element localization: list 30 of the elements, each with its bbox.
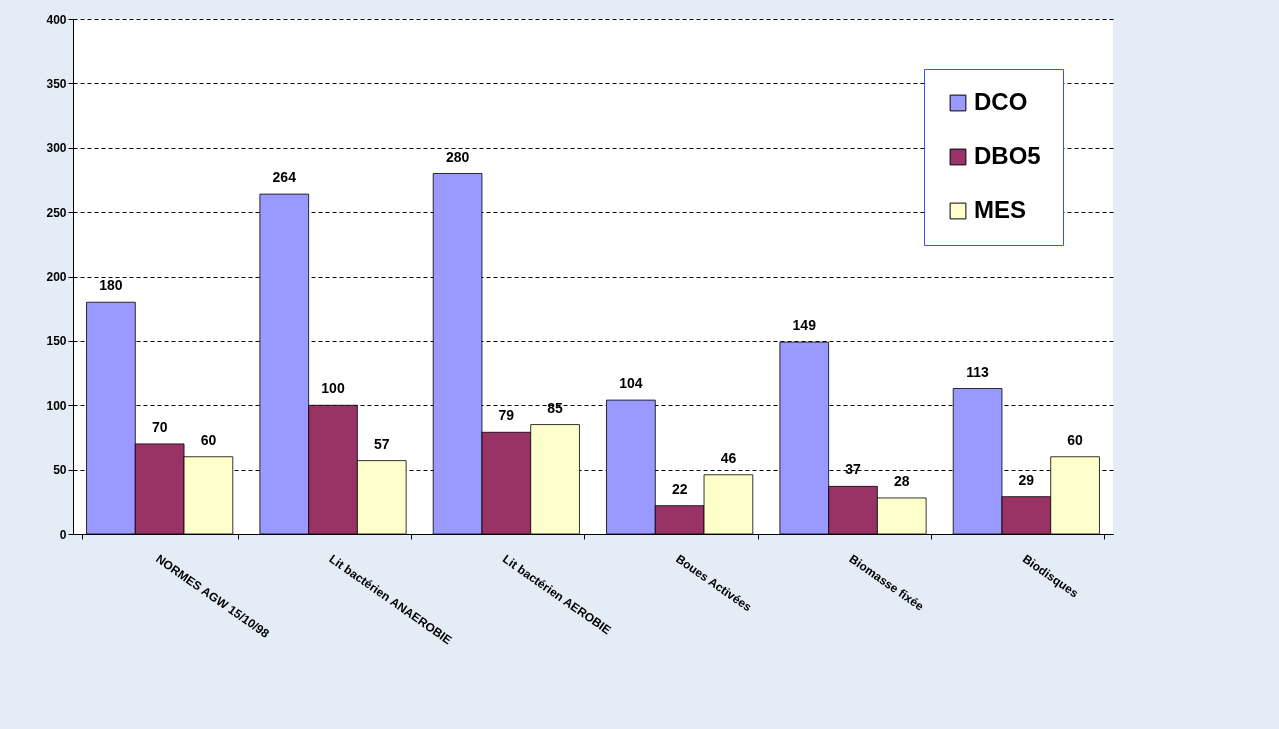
data-label: 37 [845, 461, 861, 478]
y-tick-label: 250 [46, 205, 67, 220]
data-label: 28 [893, 472, 910, 489]
data-label: 79 [498, 407, 515, 424]
y-tick-label: 50 [53, 463, 67, 478]
y-tick-label: 350 [46, 76, 67, 91]
y-tick-label: 0 [59, 527, 67, 542]
legend-label: DBO5 [974, 142, 1041, 169]
y-tick-label: 100 [46, 398, 67, 413]
y-tick-label: 200 [46, 270, 67, 284]
data-label: 180 [99, 277, 123, 294]
data-label: 57 [373, 435, 390, 452]
data-label: 280 [445, 148, 470, 165]
legend-label: MES [974, 196, 1027, 223]
data-label: 104 [619, 375, 643, 392]
data-label: 70 [151, 418, 168, 435]
data-label: 22 [671, 480, 688, 497]
y-tick-label: 300 [46, 141, 67, 156]
data-label: 60 [200, 431, 217, 448]
y-tick-label: 150 [46, 334, 67, 349]
y-tick-label: 400 [46, 12, 67, 27]
data-label: 85 [547, 399, 564, 416]
data-label: 149 [792, 317, 817, 334]
data-label: 60 [1067, 431, 1084, 448]
data-label: 29 [1018, 471, 1035, 488]
legend-label: DCO [974, 88, 1028, 115]
data-label: 264 [272, 169, 297, 186]
data-label: 100 [321, 380, 345, 397]
data-label: 113 [966, 363, 990, 380]
data-label: 46 [720, 449, 737, 466]
